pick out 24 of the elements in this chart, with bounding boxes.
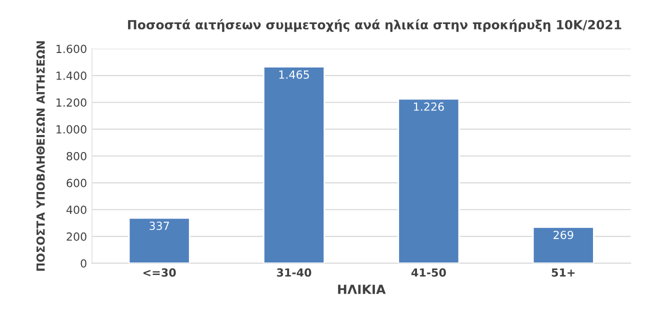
y-tick-label: 800 — [66, 152, 86, 160]
data-label: 1.226 — [414, 102, 444, 111]
y-axis-title: ΠΟΣΟΣΤΑ ΥΠΟΒΛΗΘΕΙΣΩΝ ΑΙΤΗΣΕΩΝ — [36, 41, 45, 271]
y-tick-label: 1.000 — [56, 125, 86, 134]
data-label: 1.465 — [279, 70, 309, 79]
y-tick-label: 600 — [66, 178, 86, 188]
bar — [532, 226, 594, 264]
x-tick-label: 51+ — [552, 268, 575, 277]
data-label: 337 — [150, 222, 169, 230]
y-tick-label: 400 — [66, 206, 86, 214]
y-tick-label: 1.400 — [56, 72, 86, 80]
bar — [398, 98, 460, 264]
chart-title: Ποσοστά αιτήσεων συμμετοχής ανά ηλικία στην προκήρυξη 10Κ/2021 — [128, 19, 622, 32]
y-tick-label: 0 — [80, 259, 86, 268]
y-tick-label: 1.200 — [56, 98, 86, 107]
x-tick-label: 41-50 — [411, 268, 446, 277]
x-tick-label: <=30 — [143, 268, 176, 277]
x-tick-label: 31-40 — [276, 268, 312, 277]
bar — [128, 217, 190, 264]
y-tick-label: 1.600 — [56, 44, 86, 54]
y-tick-label: 200 — [66, 232, 86, 241]
bar — [263, 66, 326, 264]
data-label: 269 — [554, 230, 574, 240]
x-axis-title: ΗΛΙΚΙΑ — [338, 284, 386, 294]
